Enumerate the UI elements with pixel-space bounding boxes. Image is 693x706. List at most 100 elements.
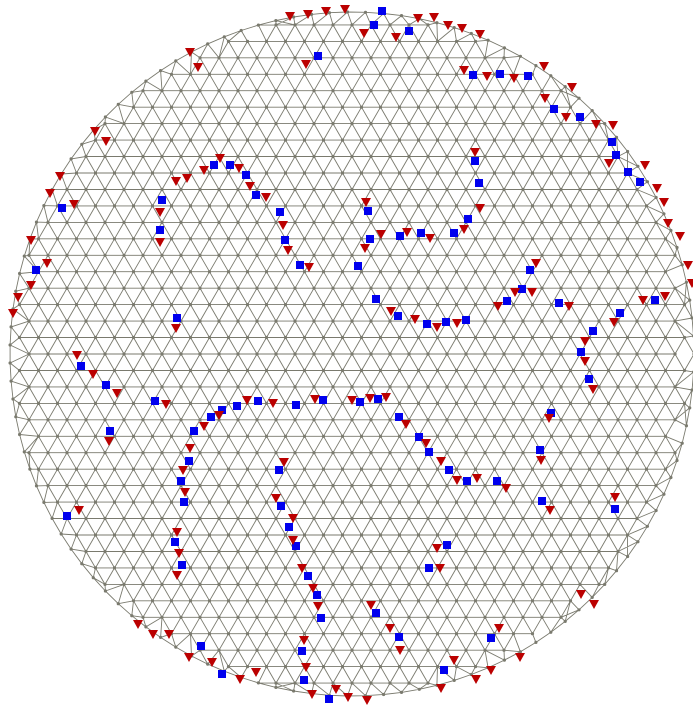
square-defect-marker bbox=[218, 670, 226, 678]
lattice-node bbox=[226, 599, 231, 603]
lattice-node bbox=[350, 286, 354, 290]
lattice-node bbox=[369, 615, 373, 619]
triangle-defect-marker bbox=[457, 24, 467, 33]
lattice-node bbox=[312, 89, 316, 93]
lattice-node bbox=[540, 89, 544, 93]
lattice-node bbox=[207, 566, 212, 570]
lattice-node bbox=[587, 237, 592, 241]
lattice-node bbox=[530, 237, 535, 241]
lattice-node bbox=[350, 484, 354, 488]
lattice-node bbox=[616, 253, 620, 257]
triangle-defect-marker bbox=[261, 193, 271, 202]
lattice-node bbox=[340, 500, 345, 504]
lattice-node bbox=[407, 582, 411, 587]
square-defect-marker bbox=[464, 215, 472, 223]
lattice-node bbox=[255, 220, 259, 224]
lattice-node bbox=[644, 204, 649, 208]
lattice-node bbox=[150, 138, 155, 142]
lattice-node bbox=[568, 335, 573, 340]
lattice-node bbox=[150, 434, 155, 438]
lattice-node bbox=[578, 253, 582, 257]
lattice-node bbox=[454, 303, 459, 307]
lattice-node bbox=[264, 204, 269, 208]
lattice-node bbox=[378, 204, 383, 208]
lattice-node bbox=[65, 187, 69, 192]
lattice-node bbox=[207, 270, 212, 274]
lattice-node bbox=[663, 237, 668, 241]
lattice-node bbox=[445, 122, 449, 126]
lattice-node bbox=[340, 270, 345, 274]
lattice-node bbox=[245, 500, 250, 504]
lattice-node bbox=[131, 204, 136, 208]
square-defect-marker bbox=[106, 427, 114, 435]
lattice-node bbox=[321, 500, 326, 504]
lattice-node bbox=[293, 154, 297, 159]
lattice-node bbox=[549, 566, 554, 570]
lattice-node bbox=[141, 615, 145, 619]
lattice-node bbox=[331, 187, 335, 192]
lattice-node bbox=[141, 582, 145, 587]
lattice-node bbox=[511, 303, 516, 307]
lattice-node bbox=[473, 171, 478, 175]
lattice-node bbox=[549, 335, 554, 340]
lattice-node bbox=[625, 401, 630, 405]
lattice-node bbox=[169, 533, 174, 537]
lattice-node bbox=[27, 385, 31, 389]
lattice-node bbox=[226, 665, 231, 669]
lattice-node bbox=[399, 14, 404, 18]
lattice-node bbox=[388, 385, 392, 389]
lattice-node bbox=[122, 451, 126, 455]
triangle-defect-marker bbox=[310, 395, 320, 404]
lattice-node bbox=[416, 500, 421, 504]
lattice-node bbox=[331, 23, 335, 27]
lattice-node bbox=[169, 270, 174, 274]
lattice-node bbox=[46, 253, 50, 257]
lattice-node bbox=[283, 72, 288, 76]
lattice-node bbox=[350, 154, 354, 159]
lattice-node bbox=[684, 424, 689, 428]
lattice-node bbox=[399, 690, 404, 695]
lattice-node bbox=[331, 220, 335, 224]
lattice-node bbox=[644, 303, 649, 307]
lattice-node bbox=[578, 220, 582, 224]
lattice-node bbox=[464, 615, 468, 619]
lattice-node bbox=[511, 632, 516, 636]
lattice-node bbox=[616, 286, 620, 290]
lattice-node bbox=[169, 237, 174, 241]
lattice-node bbox=[369, 582, 373, 587]
square-defect-marker bbox=[275, 466, 283, 474]
lattice-node bbox=[483, 220, 487, 224]
triangle-defect-marker bbox=[608, 121, 618, 130]
lattice-node bbox=[55, 434, 60, 438]
square-defect-marker bbox=[417, 229, 425, 237]
lattice-node bbox=[568, 237, 573, 241]
triangle-defect-marker bbox=[184, 653, 194, 662]
lattice-node bbox=[179, 89, 183, 93]
lattice-node bbox=[645, 524, 650, 528]
lattice-node bbox=[112, 270, 117, 274]
lattice-node bbox=[321, 599, 326, 603]
lattice-node bbox=[74, 171, 79, 175]
lattice-node bbox=[511, 566, 516, 570]
lattice-node bbox=[340, 237, 345, 241]
lattice-edges bbox=[9, 11, 693, 697]
triangle-defect-marker bbox=[452, 476, 462, 485]
lattice-node bbox=[464, 582, 468, 587]
triangle-defect-marker bbox=[561, 113, 571, 122]
square-defect-marker bbox=[651, 296, 659, 304]
lattice-node bbox=[369, 253, 373, 257]
lattice-node bbox=[103, 286, 107, 290]
square-defect-marker bbox=[158, 196, 166, 204]
lattice-node bbox=[597, 187, 601, 192]
triangle-defect-marker bbox=[301, 663, 311, 672]
square-defect-marker bbox=[370, 21, 378, 29]
lattice-node bbox=[11, 397, 15, 401]
lattice-node bbox=[388, 451, 392, 455]
triangle-defect-marker bbox=[580, 337, 590, 346]
lattice-node bbox=[483, 154, 487, 159]
lattice-node bbox=[559, 582, 563, 587]
lattice-node bbox=[293, 319, 297, 323]
lattice-node bbox=[207, 204, 212, 208]
lattice-node bbox=[274, 253, 278, 257]
square-defect-marker bbox=[395, 413, 403, 421]
